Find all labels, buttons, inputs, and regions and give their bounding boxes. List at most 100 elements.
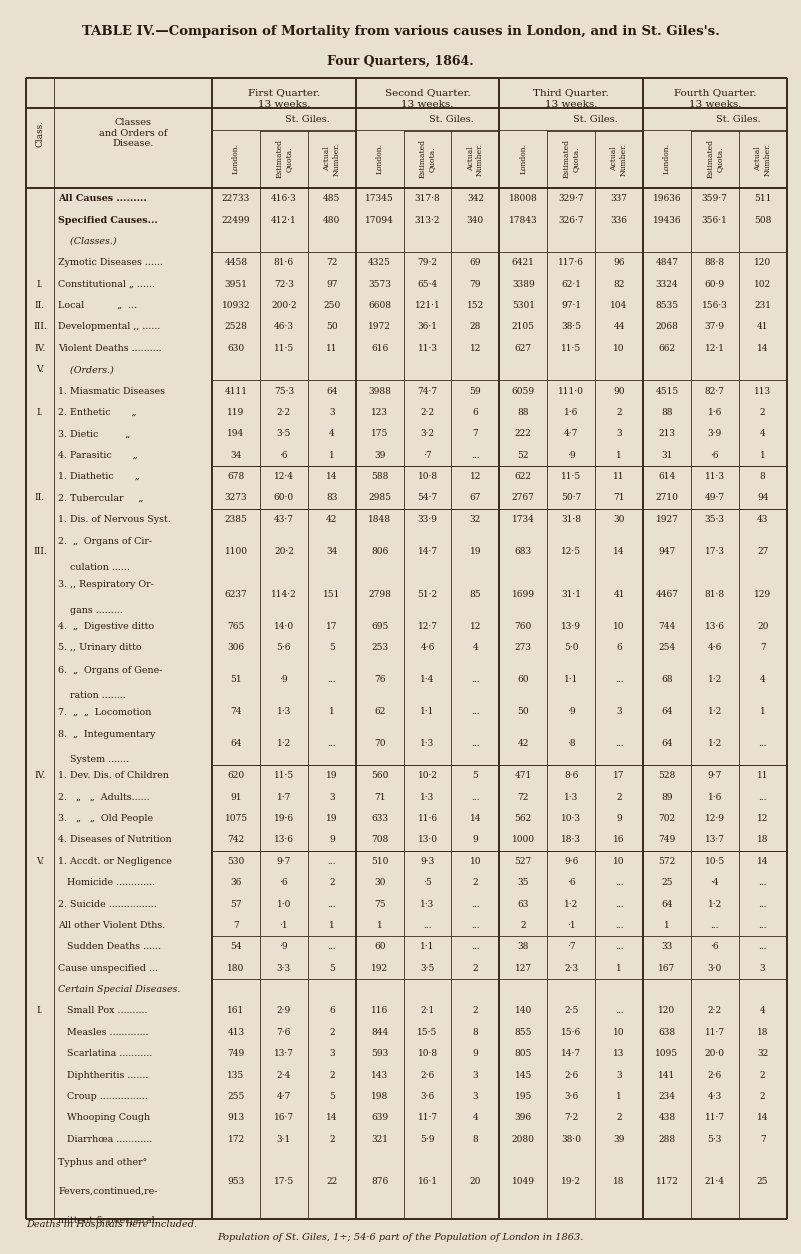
Text: III.: III. (33, 547, 46, 556)
Text: 14·0: 14·0 (274, 622, 294, 631)
Text: 1·3: 1·3 (564, 793, 578, 801)
Text: 7·2: 7·2 (564, 1114, 578, 1122)
Text: 321: 321 (371, 1135, 388, 1144)
Text: 3273: 3273 (225, 493, 248, 503)
Text: Diarrhœa ............: Diarrhœa ............ (58, 1135, 153, 1144)
Text: 42: 42 (326, 515, 337, 524)
Text: 326·7: 326·7 (558, 216, 584, 224)
Text: ...: ... (759, 920, 767, 930)
Text: 627: 627 (515, 344, 532, 352)
Text: 317·8: 317·8 (415, 194, 441, 203)
Text: ...: ... (471, 675, 480, 685)
Text: 49·7: 49·7 (705, 493, 725, 503)
Text: 3: 3 (473, 1071, 478, 1080)
Text: 13 weeks.: 13 weeks. (401, 100, 454, 109)
Text: ·9: ·9 (280, 675, 288, 685)
Text: 19: 19 (469, 547, 481, 556)
Text: Deaths in Hospitals here included.: Deaths in Hospitals here included. (26, 1220, 197, 1229)
Text: 5: 5 (329, 1092, 335, 1101)
Text: 18008: 18008 (509, 194, 537, 203)
Text: 2.   „   „  Adults......: 2. „ „ Adults...... (58, 793, 150, 801)
Text: Zymotic Diseases ......: Zymotic Diseases ...... (58, 258, 163, 267)
Text: Whooping Cough: Whooping Cough (58, 1114, 151, 1122)
Text: 234: 234 (658, 1092, 675, 1101)
Text: 5. ,, Urinary ditto: 5. ,, Urinary ditto (58, 643, 142, 652)
Text: 633: 633 (371, 814, 388, 823)
Text: 161: 161 (227, 1007, 244, 1016)
Text: 511: 511 (754, 194, 771, 203)
Text: 4: 4 (760, 675, 766, 685)
Text: Sudden Deaths ......: Sudden Deaths ...... (58, 942, 162, 952)
Text: 82·7: 82·7 (705, 386, 725, 395)
Text: 6: 6 (616, 643, 622, 652)
Text: 32: 32 (469, 515, 481, 524)
Text: 744: 744 (658, 622, 675, 631)
Text: 1927: 1927 (655, 515, 678, 524)
Text: 2·6: 2·6 (564, 1071, 578, 1080)
Text: 13·7: 13·7 (274, 1050, 294, 1058)
Text: (Classes.): (Classes.) (58, 237, 117, 246)
Text: 51·2: 51·2 (417, 589, 437, 598)
Text: 306: 306 (227, 643, 244, 652)
Text: 43: 43 (757, 515, 768, 524)
Text: 38·0: 38·0 (562, 1135, 582, 1144)
Text: 480: 480 (323, 216, 340, 224)
Text: 50: 50 (326, 322, 337, 331)
Text: 60: 60 (517, 675, 529, 685)
Text: Estimated
Quota.: Estimated Quota. (562, 139, 580, 178)
Text: ...: ... (759, 793, 767, 801)
Text: 156·3: 156·3 (702, 301, 727, 310)
Text: 10: 10 (614, 344, 625, 352)
Text: 32: 32 (757, 1050, 768, 1058)
Text: 67: 67 (469, 493, 481, 503)
Text: 17: 17 (326, 622, 337, 631)
Text: 12: 12 (757, 814, 768, 823)
Text: III.: III. (33, 322, 46, 331)
Text: 10·2: 10·2 (417, 771, 437, 780)
Text: 288: 288 (658, 1135, 675, 1144)
Text: 1699: 1699 (512, 589, 535, 598)
Text: 25: 25 (661, 878, 673, 887)
Text: TABLE IV.—Comparison of Mortality from various causes in London, and in St. Gile: TABLE IV.—Comparison of Mortality from v… (82, 25, 719, 38)
Text: 616: 616 (371, 344, 388, 352)
Text: 180: 180 (227, 963, 244, 973)
Text: Population of St. Giles, 1÷; 54·6 part of the Population of London in 1863.: Population of St. Giles, 1÷; 54·6 part o… (217, 1233, 584, 1241)
Text: 35: 35 (517, 878, 529, 887)
Text: 83: 83 (326, 493, 337, 503)
Text: 51: 51 (230, 675, 242, 685)
Text: ...: ... (471, 450, 480, 460)
Text: 88: 88 (517, 408, 529, 416)
Text: 11·5: 11·5 (274, 344, 294, 352)
Text: 10·8: 10·8 (417, 472, 437, 482)
Text: 1: 1 (329, 707, 335, 716)
Text: Estimated
Quota.: Estimated Quota. (419, 139, 436, 178)
Text: 1049: 1049 (512, 1178, 535, 1186)
Text: 1075: 1075 (224, 814, 248, 823)
Text: 97·1: 97·1 (561, 301, 582, 310)
Text: 38·5: 38·5 (561, 322, 582, 331)
Text: 195: 195 (514, 1092, 532, 1101)
Text: 11: 11 (614, 472, 625, 482)
Text: St. Giles.: St. Giles. (573, 114, 618, 123)
Text: 510: 510 (371, 856, 388, 865)
Text: ·6: ·6 (710, 942, 719, 952)
Text: Croup ................: Croup ................ (58, 1092, 148, 1101)
Text: 10932: 10932 (222, 301, 250, 310)
Text: 2·6: 2·6 (707, 1071, 722, 1080)
Text: 1: 1 (329, 920, 335, 930)
Text: 17·3: 17·3 (705, 547, 725, 556)
Text: 3·6: 3·6 (421, 1092, 435, 1101)
Text: 3: 3 (329, 793, 335, 801)
Text: 3: 3 (473, 1092, 478, 1101)
Text: gans .........: gans ......... (58, 606, 123, 614)
Text: ...: ... (328, 740, 336, 749)
Text: 70: 70 (374, 740, 385, 749)
Text: 64: 64 (661, 740, 673, 749)
Text: 8·6: 8·6 (564, 771, 578, 780)
Text: 12·1: 12·1 (705, 344, 725, 352)
Text: 6421: 6421 (512, 258, 535, 267)
Text: 530: 530 (227, 856, 244, 865)
Text: 30: 30 (614, 515, 625, 524)
Text: 13 weeks.: 13 weeks. (545, 100, 598, 109)
Text: 1100: 1100 (224, 547, 248, 556)
